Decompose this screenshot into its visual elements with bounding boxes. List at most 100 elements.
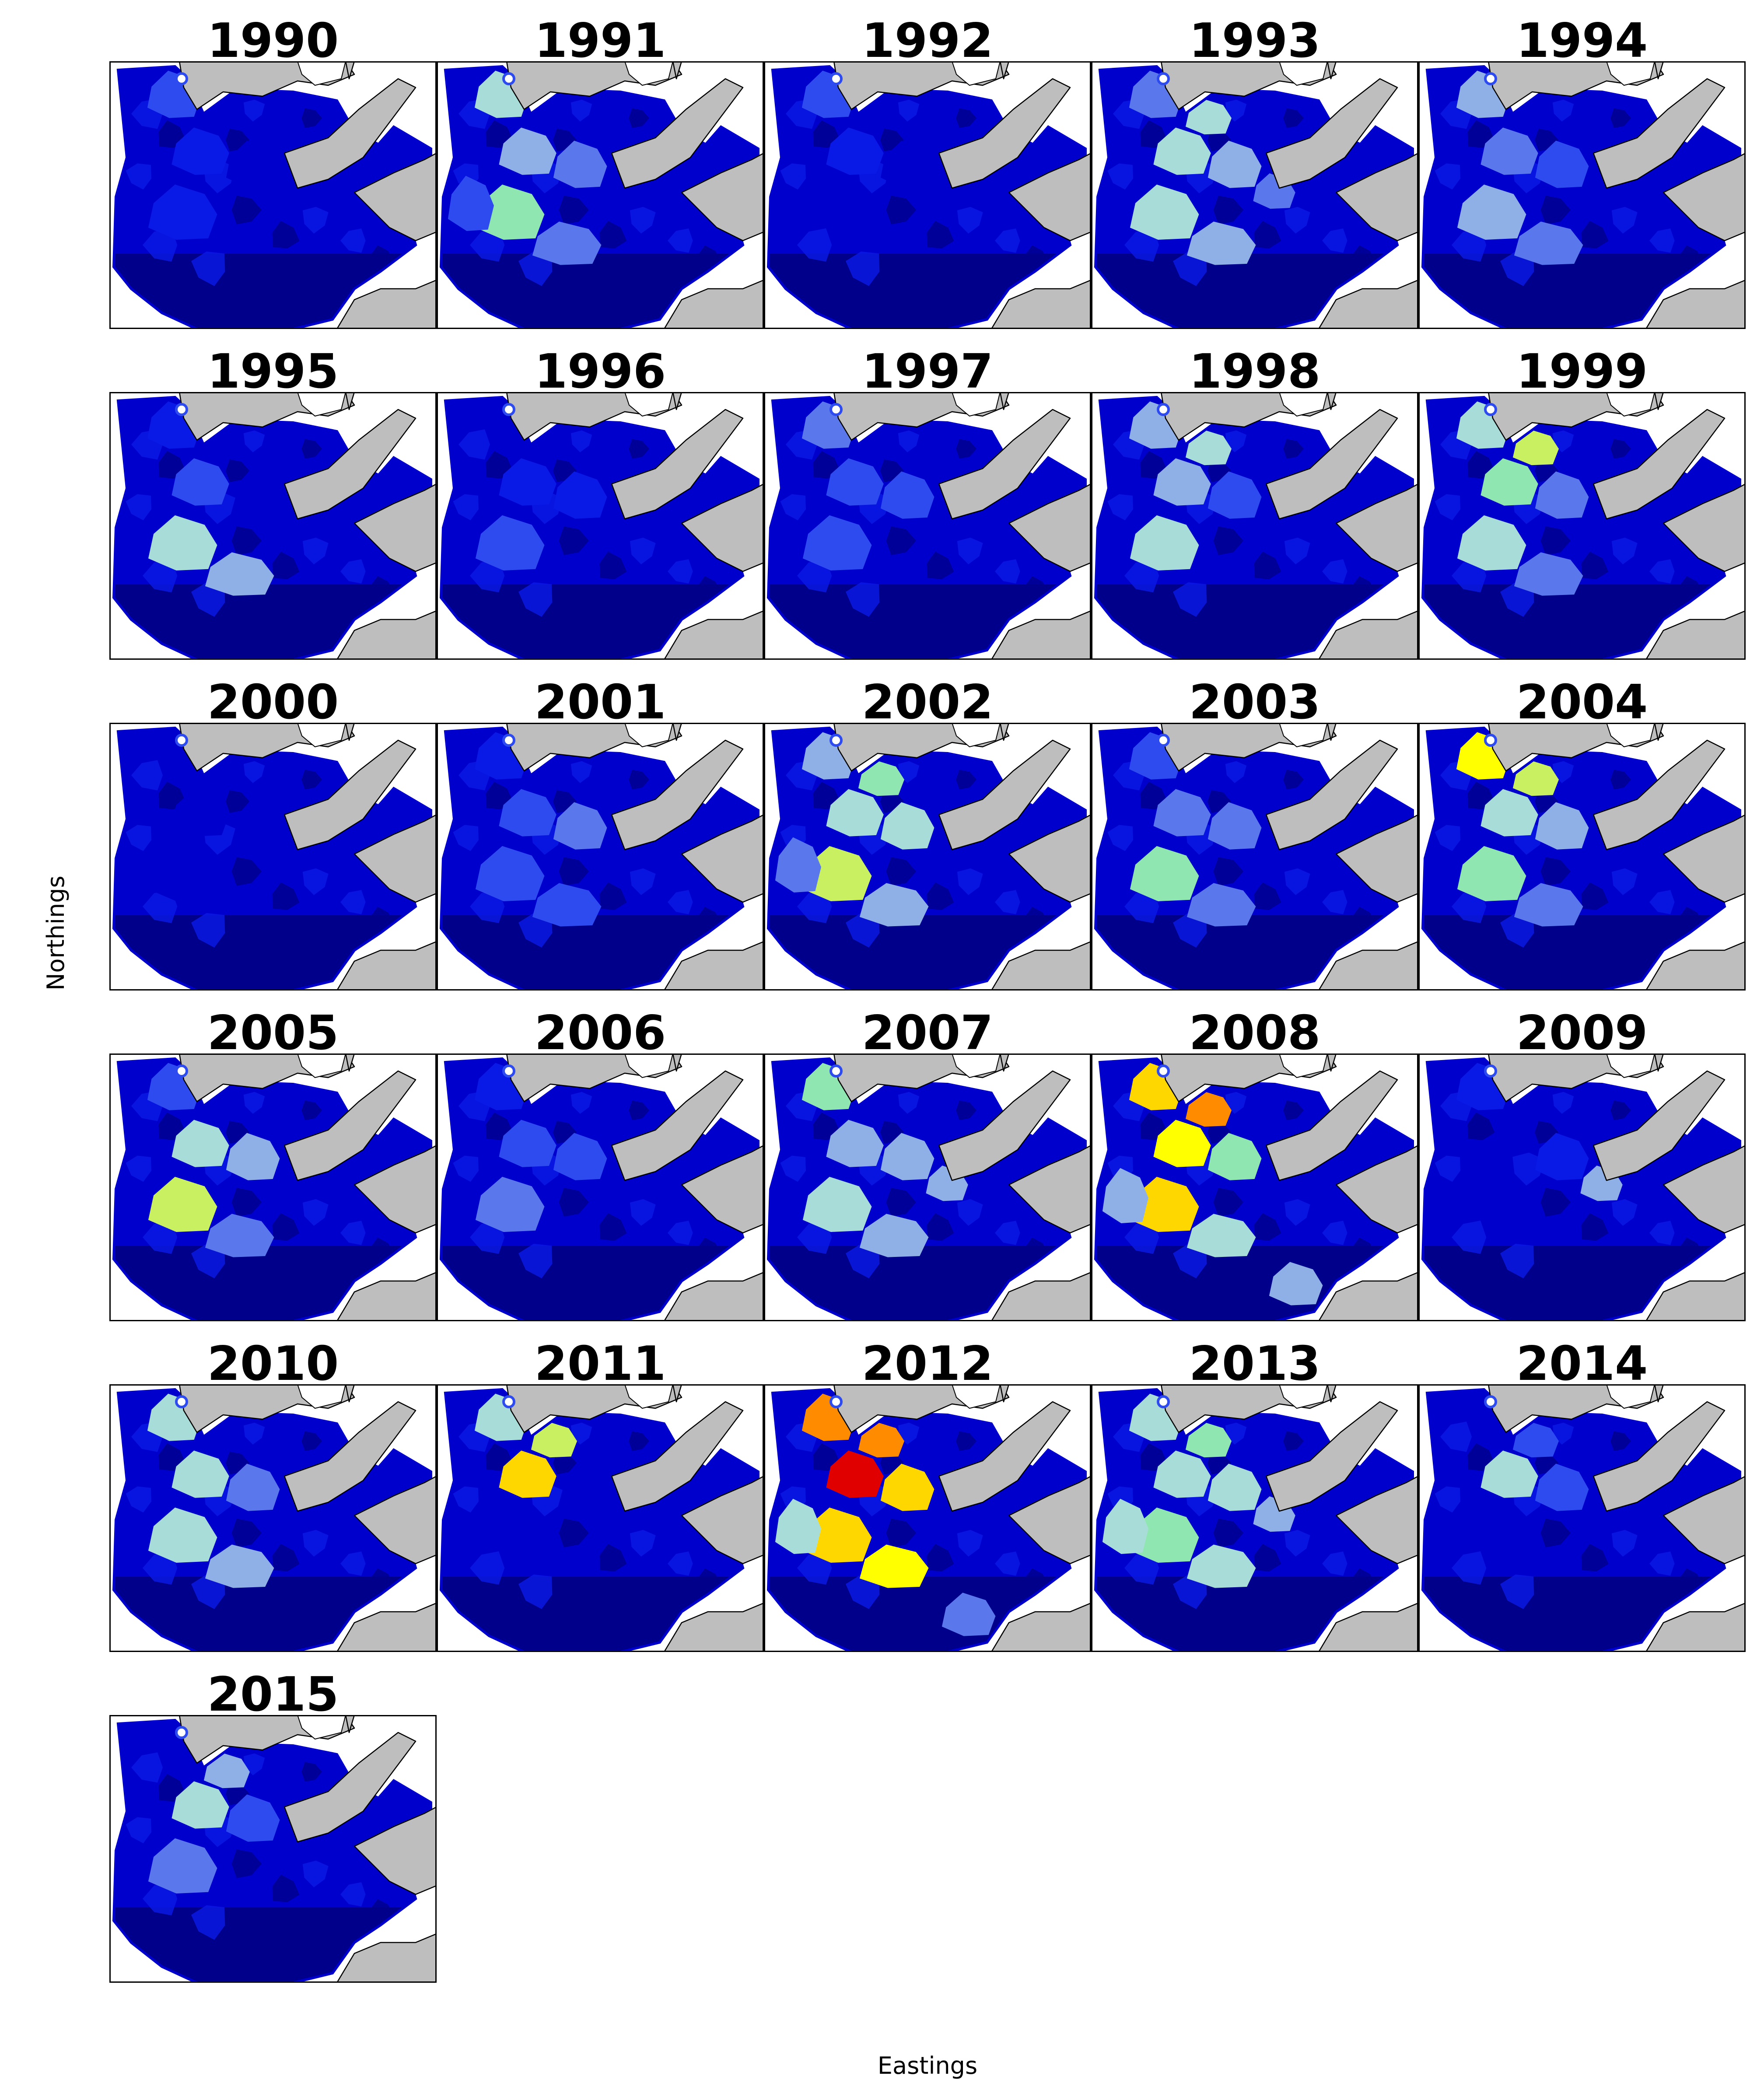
- station-marker: [175, 403, 188, 416]
- sea-cell: [570, 430, 592, 452]
- hotspot-c2: [148, 1507, 217, 1563]
- hotspot-c3: [1535, 802, 1589, 850]
- land-coastline: [663, 279, 764, 329]
- map-svg: [109, 61, 437, 329]
- sea-cell: [957, 537, 983, 564]
- sea-cell: [1500, 1574, 1534, 1609]
- sea-cell: [927, 551, 954, 580]
- inlet: [624, 723, 674, 748]
- y-axis-label: Northings: [42, 875, 70, 990]
- land-coastline: [345, 1384, 355, 1403]
- land-coastline: [611, 78, 744, 189]
- hotspot-n1: [1512, 430, 1559, 466]
- sea-cell: [886, 526, 916, 555]
- sea-cell: [1352, 245, 1375, 269]
- land-coastline: [663, 1271, 764, 1321]
- sea-cell: [340, 1551, 366, 1576]
- land-coastline: [1662, 814, 1746, 903]
- hotspot-n1: [1512, 1422, 1559, 1458]
- sea-cell: [956, 770, 976, 790]
- land-coastline: [336, 279, 437, 329]
- sea-cell: [1610, 1100, 1631, 1120]
- sea-cell: [846, 913, 880, 948]
- sea-cell: [957, 868, 983, 895]
- hotspot-n1: [1185, 1422, 1232, 1458]
- map-svg: [764, 61, 1091, 329]
- inlet: [1606, 1384, 1656, 1409]
- hotspot-c1: [499, 127, 556, 175]
- sea-cell: [826, 1603, 857, 1634]
- sea-cell: [1025, 1568, 1048, 1592]
- sea-cell: [905, 1594, 936, 1626]
- hotspot-c1: [826, 789, 884, 836]
- hotspot-n1: [1185, 99, 1232, 135]
- hotspot-c3: [553, 140, 607, 188]
- sea-cell: [251, 933, 281, 964]
- land-coastline: [1592, 78, 1726, 189]
- sea-cell: [231, 857, 262, 886]
- station-marker: [1484, 403, 1497, 416]
- land-coastline: [663, 1602, 764, 1652]
- sea-cell: [1452, 889, 1487, 924]
- land-coastline: [1326, 1054, 1337, 1072]
- hotspot-c1: [1480, 1450, 1538, 1498]
- land-coastline: [354, 1475, 437, 1564]
- land-coastline: [1326, 61, 1337, 80]
- inlet: [1606, 723, 1656, 748]
- map-svg: [1418, 392, 1746, 660]
- inlet: [1606, 61, 1656, 86]
- map-svg: [1091, 1384, 1418, 1652]
- sea-cell: [1124, 889, 1159, 924]
- sea-cell: [243, 430, 265, 452]
- hotspot-c3: [880, 802, 934, 850]
- hotspot-s1: [1186, 883, 1256, 927]
- land-coastline: [1662, 1475, 1746, 1564]
- sea-cell: [251, 1594, 281, 1626]
- land-coastline: [1318, 941, 1418, 990]
- sea-cell: [1173, 1574, 1207, 1609]
- sea-cell: [172, 280, 203, 312]
- map-svg: [437, 1054, 764, 1321]
- station-marker: [1157, 1064, 1170, 1078]
- sea-cell: [1435, 163, 1460, 190]
- sea-cell: [302, 206, 329, 234]
- hotspot-w: [775, 837, 821, 892]
- hotspot-c2: [148, 515, 217, 570]
- land-coastline: [1645, 1602, 1746, 1652]
- sea-cell: [453, 825, 479, 851]
- inlet: [1278, 61, 1328, 86]
- sea-cell: [559, 1519, 589, 1547]
- sea-cell: [1154, 280, 1184, 312]
- sea-cell: [698, 576, 721, 599]
- hotspot-c1: [1153, 789, 1211, 836]
- station-marker: [830, 1064, 843, 1078]
- sea-cell: [956, 439, 976, 459]
- sea-cell: [599, 551, 627, 580]
- hotspot-c1: [826, 1450, 884, 1498]
- sea-cell: [1322, 890, 1348, 914]
- inlet: [624, 392, 674, 417]
- sea-cell: [1025, 906, 1048, 930]
- land-coastline: [1592, 1070, 1726, 1181]
- sea-cell: [231, 1519, 262, 1547]
- map-panel-2000: 2000: [109, 679, 437, 990]
- land-coastline: [990, 1602, 1091, 1652]
- sea-cell: [846, 1574, 880, 1609]
- land-coastline: [1654, 392, 1664, 410]
- station-marker: [830, 1395, 843, 1408]
- sea-cell: [905, 1264, 936, 1295]
- land-coastline: [999, 61, 1010, 80]
- sea-cell: [1225, 1422, 1247, 1445]
- hotspot-c3: [880, 140, 934, 188]
- sea-cell: [1225, 99, 1247, 122]
- sea-cell: [272, 1874, 300, 1903]
- hotspot-c2: [475, 846, 545, 901]
- sea-cell: [797, 1551, 832, 1585]
- map-panel-2001: 2001: [437, 679, 764, 990]
- sea-cell: [1452, 228, 1487, 262]
- x-axis-label: Eastings: [877, 2052, 978, 2079]
- map-panel-2015: 2015: [109, 1671, 437, 1983]
- sea-cell: [191, 251, 225, 286]
- hotspot-c2: [1130, 515, 1199, 570]
